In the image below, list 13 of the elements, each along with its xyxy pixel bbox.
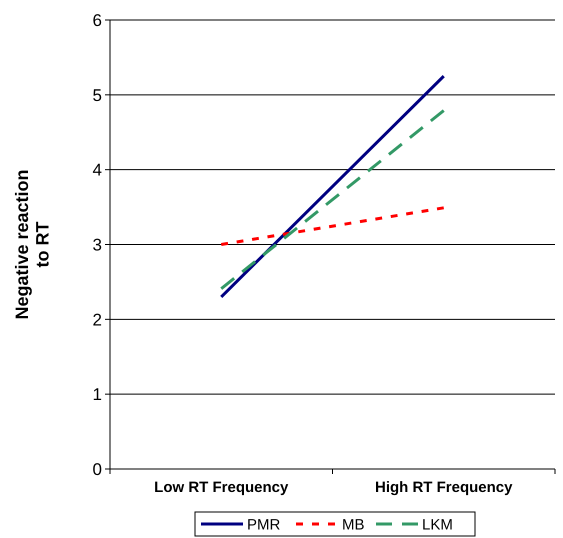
legend-label: MB bbox=[342, 516, 364, 534]
x-tick-label: High RT Frequency bbox=[374, 479, 514, 496]
y-axis-title: Negative reaction to RT bbox=[12, 169, 53, 320]
y-tick-label: 3 bbox=[92, 235, 102, 254]
legend-label: PMR bbox=[247, 516, 280, 534]
y-tick-label: 6 bbox=[92, 10, 102, 30]
y-tick-label: 2 bbox=[92, 310, 102, 330]
y-tick-label: 4 bbox=[92, 160, 102, 180]
y-tick-label: 5 bbox=[92, 86, 102, 105]
legend-label: LKM bbox=[422, 516, 453, 534]
y-tick-label: 0 bbox=[92, 460, 102, 479]
x-tick-label: Low RT Frequency bbox=[154, 479, 289, 496]
y-tick-label: 1 bbox=[92, 385, 102, 404]
